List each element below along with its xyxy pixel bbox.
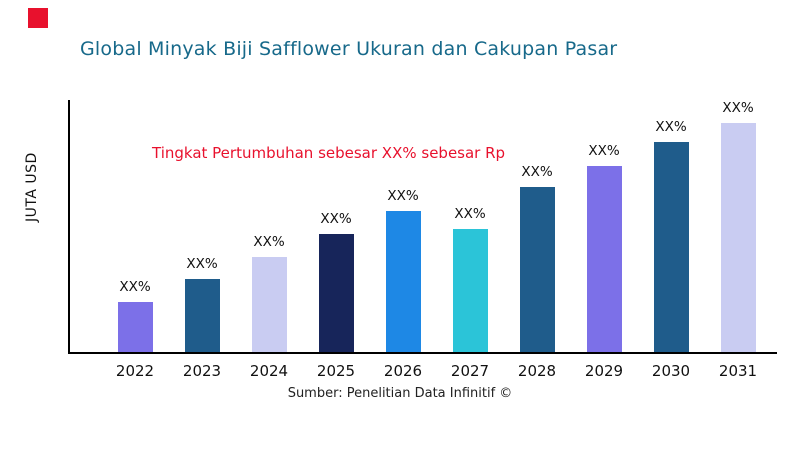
bars-container: XX% 2022 XX% 2023 XX% 2024 XX% 2025 XX% 2026 XX% 20…: [70, 100, 777, 380]
bar-value-label: XX%: [253, 234, 285, 250]
brand-logo-square: [28, 8, 48, 28]
bar-2025: [318, 234, 354, 352]
x-tick-label: 2026: [383, 362, 423, 380]
bar-2026: [385, 211, 421, 352]
bar-2029: [586, 166, 622, 352]
bar-group-2028: XX% 2028: [509, 100, 565, 380]
plot-area: Tingkat Pertumbuhan sebesar XX% sebesar …: [68, 100, 777, 380]
bar-value-label: XX%: [521, 164, 553, 180]
bar-group-2026: XX% 2026: [375, 100, 431, 380]
source-caption: Sumber: Penelitian Data Infinitif ©: [287, 386, 513, 401]
bar-value-label: XX%: [722, 100, 754, 116]
x-tick-label: 2023: [182, 362, 222, 380]
bar-group-2031: XX% 2031: [710, 100, 766, 380]
bar-group-2022: XX% 2022: [107, 100, 163, 380]
bar-value-label: XX%: [454, 206, 486, 222]
x-tick-label: 2030: [651, 362, 691, 380]
x-tick-label: 2025: [316, 362, 356, 380]
bar-group-2023: XX% 2023: [174, 100, 230, 380]
bar-value-label: XX%: [655, 119, 687, 135]
x-tick-label: 2029: [584, 362, 624, 380]
bar-group-2025: XX% 2025: [308, 100, 364, 380]
bar-value-label: XX%: [588, 143, 620, 159]
x-tick-label: 2022: [115, 362, 155, 380]
chart-title: Global Minyak Biji Safflower Ukuran dan …: [80, 38, 618, 60]
bar-2023: [184, 279, 220, 352]
bar-2027: [452, 229, 488, 352]
y-axis-label: JUTA USD: [24, 152, 40, 222]
bar-value-label: XX%: [320, 211, 352, 227]
bar-value-label: XX%: [186, 256, 218, 272]
bar-group-2030: XX% 2030: [643, 100, 699, 380]
bar-2030: [653, 142, 689, 352]
bar-2031: [720, 123, 756, 352]
bar-group-2024: XX% 2024: [241, 100, 297, 380]
bar-value-label: XX%: [119, 279, 151, 295]
bar-2028: [519, 187, 555, 352]
bar-value-label: XX%: [387, 188, 419, 204]
bar-2024: [251, 257, 287, 352]
x-tick-label: 2031: [718, 362, 758, 380]
growth-annotation: Tingkat Pertumbuhan sebesar XX% sebesar …: [152, 144, 506, 162]
x-tick-label: 2027: [450, 362, 490, 380]
bar-group-2029: XX% 2029: [576, 100, 632, 380]
bar-group-2027: XX% 2027: [442, 100, 498, 380]
x-tick-label: 2024: [249, 362, 289, 380]
x-tick-label: 2028: [517, 362, 557, 380]
bar-2022: [117, 302, 153, 352]
